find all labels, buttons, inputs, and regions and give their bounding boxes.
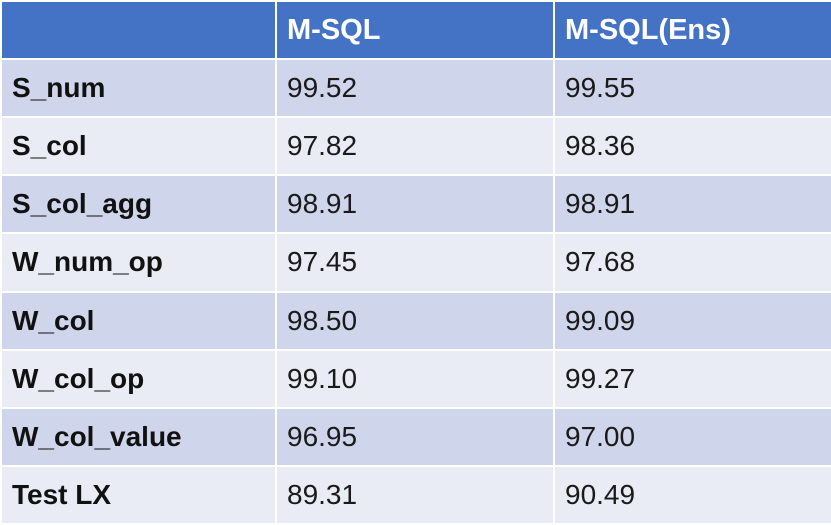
- value-cell: 98.91: [553, 174, 831, 235]
- value-cell: 97.00: [553, 406, 831, 467]
- table-row: Test LX 89.31 90.49: [0, 464, 831, 525]
- header-cell-m-sql-ens: M-SQL(Ens): [553, 0, 831, 60]
- row-label: W_col_op: [0, 348, 277, 409]
- value-cell: 98.50: [275, 290, 555, 351]
- table-row: S_col 97.82 98.36: [0, 116, 831, 177]
- header-cell-corner: [0, 0, 277, 60]
- value-cell: 96.95: [275, 406, 555, 467]
- header-row: M-SQL M-SQL(Ens): [0, 0, 831, 60]
- value-cell: 97.45: [275, 232, 555, 293]
- value-cell: 97.82: [275, 116, 555, 177]
- value-cell: 90.49: [553, 464, 831, 525]
- table-row: W_col_op 99.10 99.27: [0, 348, 831, 409]
- table-row: W_col_value 96.95 97.00: [0, 406, 831, 467]
- value-cell: 97.68: [553, 232, 831, 293]
- table-row: S_col_agg 98.91 98.91: [0, 174, 831, 235]
- value-cell: 98.91: [275, 174, 555, 235]
- header-cell-m-sql: M-SQL: [275, 0, 555, 60]
- row-label: Test LX: [0, 464, 277, 525]
- value-cell: 99.10: [275, 348, 555, 409]
- value-cell: 99.27: [553, 348, 831, 409]
- row-label: W_col_value: [0, 406, 277, 467]
- row-label: S_num: [0, 57, 277, 119]
- table-row: W_num_op 97.45 97.68: [0, 232, 831, 293]
- table-row: W_col 98.50 99.09: [0, 290, 831, 351]
- value-cell: 98.36: [553, 116, 831, 177]
- row-label: W_num_op: [0, 232, 277, 293]
- row-label: S_col: [0, 116, 277, 177]
- value-cell: 99.52: [275, 57, 555, 119]
- row-label: W_col: [0, 290, 277, 351]
- value-cell: 89.31: [275, 464, 555, 525]
- row-label: S_col_agg: [0, 174, 277, 235]
- value-cell: 99.09: [553, 290, 831, 351]
- table-row: S_num 99.52 99.55: [0, 57, 831, 119]
- value-cell: 99.55: [553, 57, 831, 119]
